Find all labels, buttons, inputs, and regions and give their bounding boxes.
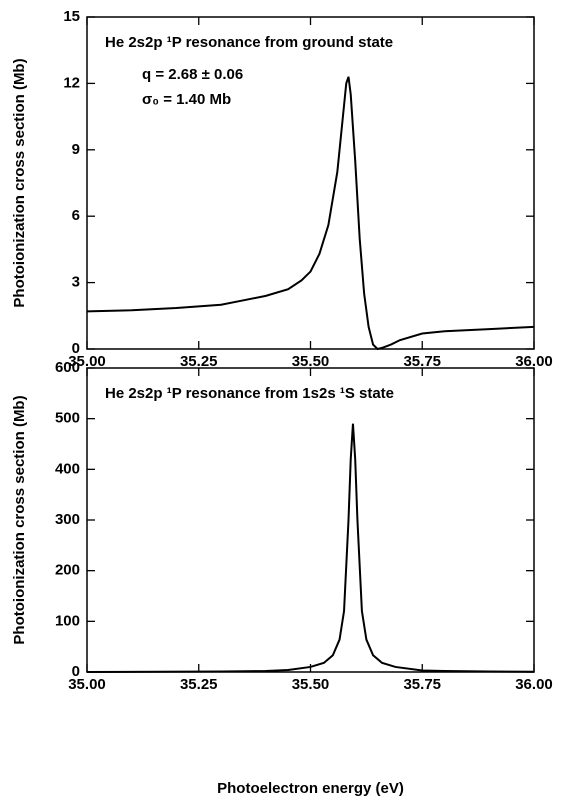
x-tick-label: 35.00 — [68, 353, 106, 370]
y-tick-label: 400 — [55, 460, 80, 477]
chart-title: He 2s2p ¹P resonance from ground state — [105, 34, 393, 51]
x-tick-label: 36.00 — [515, 353, 553, 370]
y-tick-label: 12 — [63, 74, 80, 91]
y-tick-label: 0 — [72, 663, 80, 680]
x-tick-label: 35.25 — [180, 676, 218, 693]
y-tick-label: 15 — [63, 8, 80, 25]
x-tick-label: 36.00 — [515, 676, 553, 693]
x-tick-label: 35.75 — [403, 353, 441, 370]
y-tick-label: 6 — [72, 207, 80, 224]
plot-frame — [86, 367, 535, 673]
x-tick-label: 35.50 — [292, 676, 330, 693]
x-tick-label: 35.25 — [180, 353, 218, 370]
x-tick-label: 35.75 — [403, 676, 441, 693]
y-tick-label: 200 — [55, 562, 80, 579]
y-tick-label: 0 — [72, 340, 80, 357]
y-tick-label: 3 — [72, 274, 80, 291]
y-tick-label: 100 — [55, 612, 80, 629]
chart-title: He 2s2p ¹P resonance from 1s2s ¹S state — [105, 385, 394, 402]
x-axis-label: Photoelectron energy (eV) — [217, 780, 404, 797]
y-axis-label: Photoionization cross section (Mb) — [11, 395, 28, 644]
data-line — [86, 423, 535, 673]
y-tick-label: 300 — [55, 511, 80, 528]
x-tick-label: 35.50 — [292, 353, 330, 370]
y-tick-label: 500 — [55, 410, 80, 427]
data-line — [86, 76, 535, 351]
y-axis-label: Photoionization cross section (Mb) — [11, 58, 28, 307]
annotation: q = 2.68 ± 0.06 — [142, 66, 243, 83]
x-tick-label: 35.00 — [68, 676, 106, 693]
annotation: σ₀ = 1.40 Mb — [142, 91, 231, 108]
y-tick-label: 600 — [55, 359, 80, 376]
y-tick-label: 9 — [72, 141, 80, 158]
